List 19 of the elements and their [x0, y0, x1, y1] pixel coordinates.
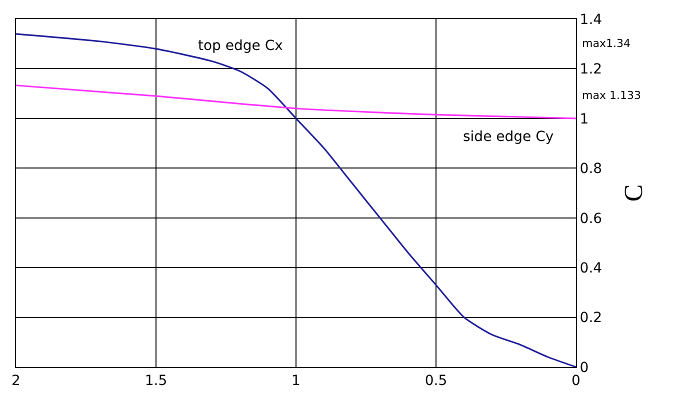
line-series: [16, 84, 576, 120]
y-tick-label: 0.4: [580, 260, 602, 276]
y-tick-label: 0.6: [580, 210, 602, 227]
y-tick-label: 1.4: [580, 12, 602, 28]
text: max 1.133: [582, 89, 641, 102]
y-tick-label: 0: [580, 360, 589, 376]
x-tick-label: 1.5: [144, 372, 168, 389]
y-axis-title: C: [618, 184, 648, 202]
x-tick-label: 0.5: [424, 372, 448, 389]
y-tick-label: 1.2: [580, 62, 602, 78]
text: max1.34: [582, 37, 630, 50]
annotation: top edge Cx: [198, 38, 283, 54]
y-tick-label: 0.8: [580, 161, 602, 178]
y-tick-label: 1: [580, 111, 589, 128]
x-tick-label: 1: [292, 372, 300, 389]
line-series: [16, 33, 576, 367]
y-tick-label: 0.2: [580, 310, 602, 326]
annotation: side edge Cy: [463, 129, 554, 145]
x-tick-label: 2: [12, 372, 20, 389]
